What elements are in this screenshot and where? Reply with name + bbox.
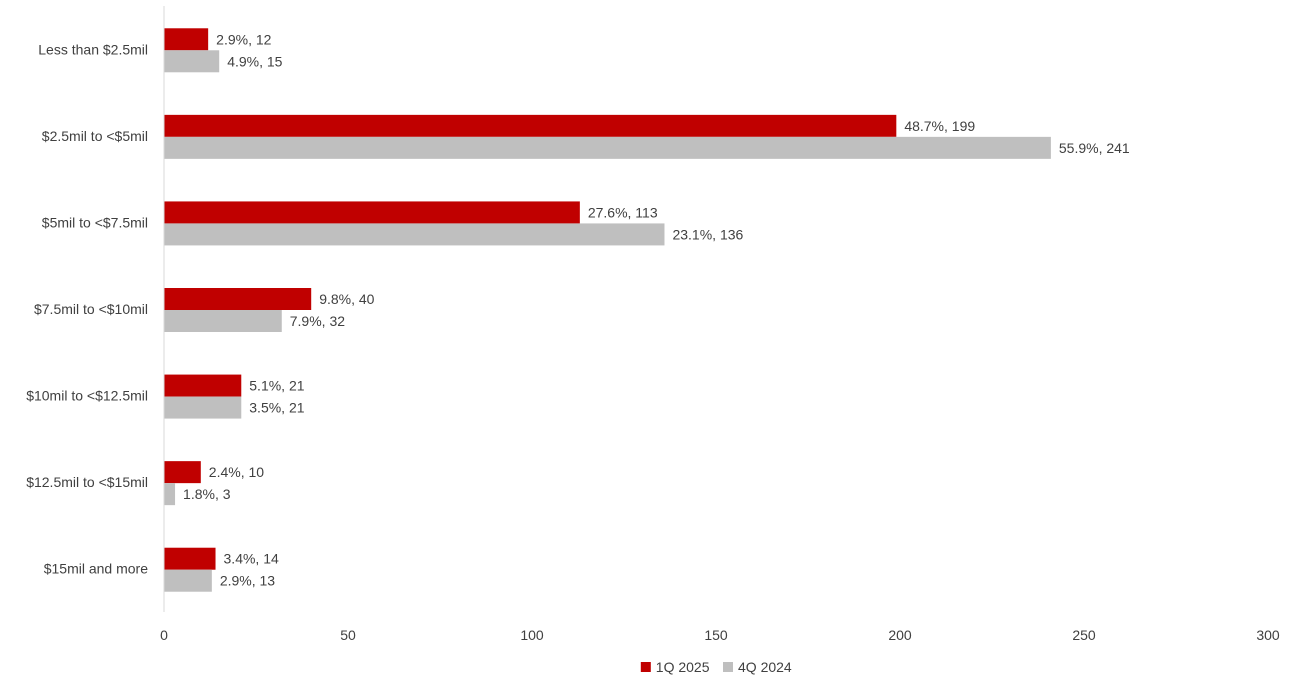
legend-swatch xyxy=(640,662,651,672)
category-labels: Less than $2.5mil $2.5mil to <$5mil $5mil … xyxy=(26,41,148,576)
data-label: 2.9%, 12 xyxy=(216,31,271,47)
bar-series-1 xyxy=(164,114,897,137)
data-label: 5.1%, 21 xyxy=(249,378,304,394)
data-label: 3.4%, 14 xyxy=(224,551,279,567)
x-tick-label: 200 xyxy=(888,627,912,643)
data-label: 55.9%, 241 xyxy=(1059,140,1130,156)
bar-series-1 xyxy=(164,461,201,484)
legend-item: 1Q 2025 xyxy=(640,659,710,675)
category-label: $2.5mil to <$5mil xyxy=(42,128,148,144)
legend-label: 4Q 2024 xyxy=(738,659,792,675)
data-label: 7.9%, 32 xyxy=(290,313,345,329)
bar-series-2 xyxy=(164,569,212,592)
bar-series-1 xyxy=(164,201,580,224)
bar-series-1 xyxy=(164,28,209,51)
legend-swatch xyxy=(723,662,733,672)
data-label: 48.7%, 199 xyxy=(904,118,975,134)
bar-series-1 xyxy=(164,547,216,570)
x-tick-label: 300 xyxy=(1256,627,1280,643)
category-label: $10mil to <$12.5mil xyxy=(26,388,148,404)
data-label: 2.4%, 10 xyxy=(209,464,264,480)
data-labels: 2.9%, 12 4.9%, 15 48.7%, 199 55.9%, 241 27.6… xyxy=(183,31,1130,588)
data-label: 1.8%, 3 xyxy=(183,486,231,502)
data-label: 3.5%, 21 xyxy=(249,400,304,416)
bars-layer xyxy=(164,28,1051,592)
category-label: $15mil and more xyxy=(44,561,148,577)
legend-label: 1Q 2025 xyxy=(656,659,710,675)
data-label: 27.6%, 113 xyxy=(588,204,658,220)
bar-series-2 xyxy=(164,310,282,332)
bar-series-2 xyxy=(164,396,242,419)
legend: 1Q 2025 4Q 2024 xyxy=(640,659,792,675)
data-label: 2.9%, 13 xyxy=(220,573,275,589)
data-label: 23.1%, 136 xyxy=(672,226,743,242)
category-label: Less than $2.5mil xyxy=(38,41,148,57)
bar-series-1 xyxy=(164,374,242,397)
bar-series-2 xyxy=(164,136,1051,159)
x-tick-label: 250 xyxy=(1072,627,1096,643)
x-tick-label: 0 xyxy=(160,627,168,643)
x-tick-label: 150 xyxy=(704,627,728,643)
bar-series-2 xyxy=(164,223,665,246)
category-label: $7.5mil to <$10mil xyxy=(34,301,148,317)
bar-series-1 xyxy=(164,288,312,310)
bar-series-2 xyxy=(164,50,220,73)
x-tick-label: 50 xyxy=(340,627,356,643)
data-label: 4.9%, 15 xyxy=(227,53,282,69)
data-label: 9.8%, 40 xyxy=(319,291,374,307)
x-tick-label: 100 xyxy=(520,627,544,643)
x-tick-labels: 0 50 100 150 200 250 300 xyxy=(160,627,1280,643)
bar-series-2 xyxy=(164,483,176,506)
category-label: $5mil to <$7.5mil xyxy=(42,214,148,230)
category-label: $12.5mil to <$15mil xyxy=(26,474,148,490)
legend-item: 4Q 2024 xyxy=(723,659,792,675)
